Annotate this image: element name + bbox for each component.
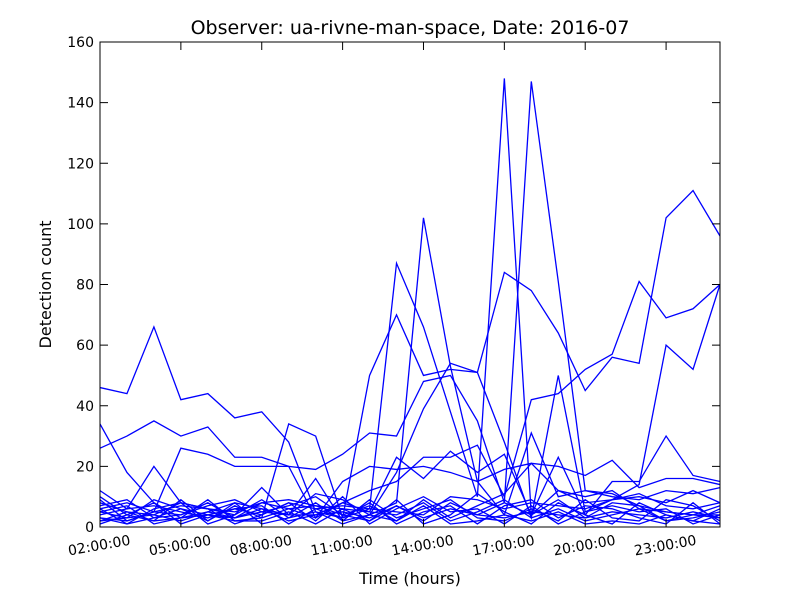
series-line-16 — [99, 495, 721, 525]
y-tick-label: 40 — [76, 399, 94, 415]
y-tick-label: 20 — [76, 459, 94, 475]
y-tick-label: 100 — [67, 217, 94, 233]
chart-title: Observer: ua-rivne-man-space, Date: 2016… — [191, 17, 630, 39]
series-layer — [99, 78, 721, 525]
x-axis-label: Time (hours) — [358, 569, 461, 588]
y-axis-label: Detection count — [36, 221, 55, 349]
series-line-15 — [99, 499, 721, 525]
y-tick-label: 120 — [67, 156, 94, 172]
y-tick-label: 160 — [67, 35, 94, 51]
series-line-14 — [99, 492, 721, 525]
series-line-2 — [99, 81, 721, 519]
series-line-12 — [99, 498, 721, 522]
y-tick-label: 0 — [85, 520, 94, 536]
series-line-1 — [99, 78, 720, 519]
y-tick-label: 80 — [76, 278, 94, 294]
y-tick-label: 60 — [76, 338, 94, 354]
series-line-3 — [99, 189, 721, 522]
series-line-18 — [99, 498, 721, 525]
y-tick-label: 140 — [67, 96, 94, 112]
